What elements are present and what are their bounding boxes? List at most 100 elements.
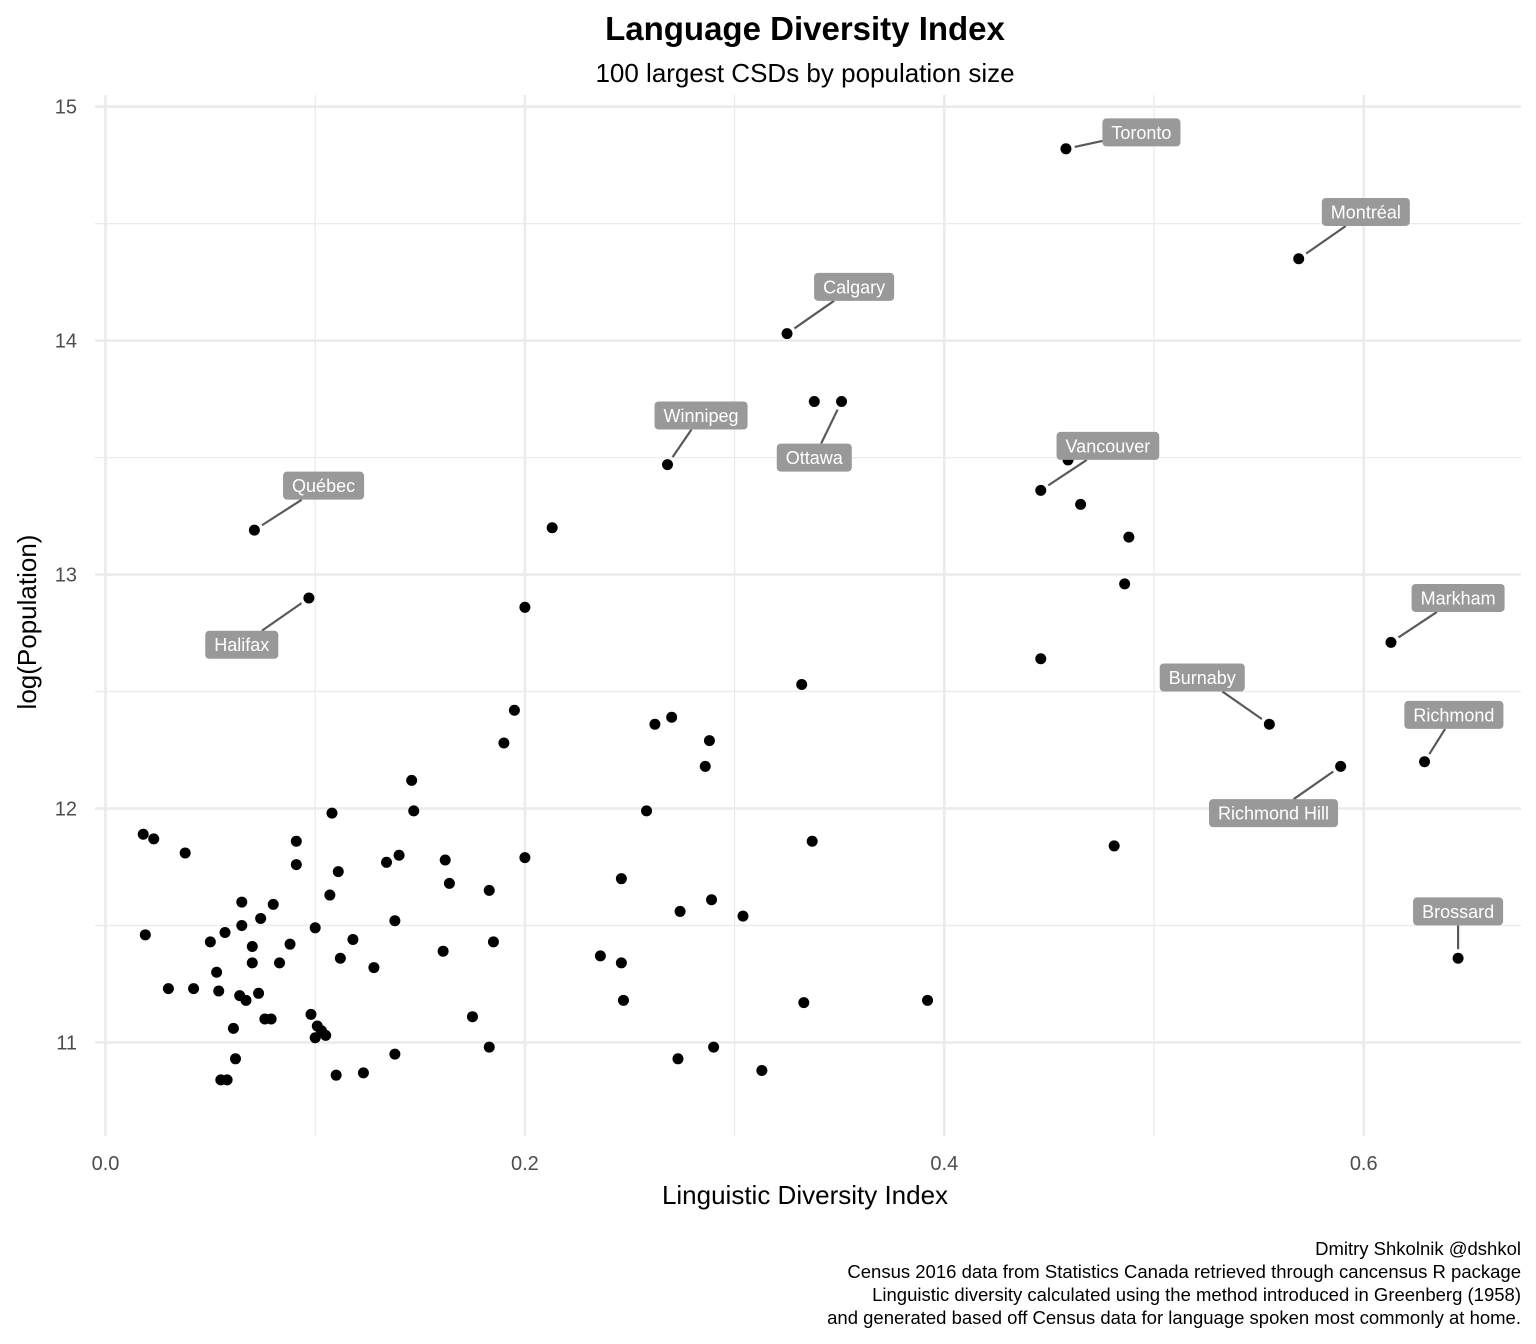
- label-leader-line: [793, 299, 835, 330]
- label-leader-line: [1428, 728, 1447, 755]
- data-point: [546, 522, 558, 534]
- point-label-text: Burnaby: [1169, 668, 1236, 688]
- point-label: Halifax: [205, 630, 279, 659]
- data-point: [615, 957, 627, 969]
- caption-line-3: Linguistic diversity calculated using th…: [872, 1284, 1521, 1305]
- data-point: [443, 877, 455, 889]
- data-point: [179, 847, 191, 859]
- data-point: [148, 833, 160, 845]
- label-leader-line: [261, 498, 303, 527]
- point-label: Vancouver: [1056, 431, 1160, 460]
- point-label-text: Richmond Hill: [1218, 804, 1329, 824]
- point-label-box: [814, 272, 895, 301]
- point-label: Winnipeg: [654, 401, 748, 430]
- data-point: [519, 852, 531, 864]
- data-point: [230, 1053, 242, 1065]
- data-point: [248, 524, 260, 536]
- data-point: [246, 941, 258, 953]
- point-label: Brossard: [1413, 897, 1504, 926]
- x-tick-label: 0.6: [1350, 1153, 1378, 1175]
- data-point: [274, 957, 286, 969]
- data-point: [139, 929, 151, 941]
- data-point: [519, 601, 531, 613]
- point-label: Markham: [1411, 583, 1505, 612]
- data-point: [836, 395, 848, 407]
- data-point: [922, 994, 934, 1006]
- data-point: [483, 884, 495, 896]
- data-point: [309, 922, 321, 934]
- point-label-text: Brossard: [1422, 902, 1494, 922]
- data-point: [211, 966, 223, 978]
- data-point: [380, 856, 392, 868]
- data-point: [699, 760, 711, 772]
- data-point: [796, 679, 808, 691]
- caption: Dmitry Shkolnik @dshkol Census 2016 data…: [827, 1238, 1521, 1328]
- point-label-box: [776, 443, 852, 472]
- point-label-box: [1159, 663, 1245, 692]
- data-point: [389, 1048, 401, 1060]
- data-point: [594, 950, 606, 962]
- point-label-box: [1056, 431, 1160, 460]
- data-point: [236, 896, 248, 908]
- data-point: [1335, 760, 1347, 772]
- point-label: Richmond Hill: [1209, 799, 1339, 828]
- data-point: [498, 737, 510, 749]
- data-point: [808, 395, 820, 407]
- point-label-text: Ottawa: [786, 448, 844, 468]
- data-point: [188, 983, 200, 995]
- point-label: Ottawa: [776, 443, 852, 472]
- label-leader-line: [1397, 611, 1438, 639]
- data-point: [213, 985, 225, 997]
- data-point: [290, 835, 302, 847]
- point-label-box: [1321, 197, 1410, 226]
- grid-lines: [95, 95, 1521, 1136]
- data-point: [666, 711, 678, 723]
- point-label-text: Richmond: [1413, 705, 1494, 725]
- label-leader-line: [261, 602, 303, 632]
- data-points: [137, 143, 1464, 1086]
- data-point: [1035, 484, 1047, 496]
- data-point: [284, 938, 296, 950]
- y-tick-label: 14: [55, 331, 77, 353]
- data-point: [240, 994, 252, 1006]
- point-labels: Toronto Montréal Calgary Winnipeg Ottawa Vanc…: [205, 118, 1505, 926]
- data-point: [1119, 578, 1131, 590]
- x-tick-label: 0.4: [930, 1153, 958, 1175]
- y-tick-label: 11: [56, 1032, 77, 1054]
- data-point: [305, 1008, 317, 1020]
- data-point: [324, 889, 336, 901]
- point-label-box: [205, 630, 279, 659]
- data-point: [737, 910, 749, 922]
- point-label-text: Montréal: [1331, 202, 1401, 222]
- data-point: [483, 1041, 495, 1053]
- chart-subtitle: 100 largest CSDs by population size: [595, 58, 1014, 88]
- point-label-text: Québec: [292, 476, 355, 496]
- data-point: [357, 1067, 369, 1079]
- data-point: [617, 994, 629, 1006]
- data-point: [162, 983, 174, 995]
- data-point: [674, 905, 686, 917]
- data-point: [641, 805, 653, 817]
- label-leader-line: [1305, 225, 1347, 255]
- label-leader-line: [671, 428, 693, 458]
- label-leader-lines: [261, 139, 1460, 950]
- label-leader-line: [820, 409, 839, 445]
- point-label: Québec: [283, 471, 365, 500]
- caption-line-1: Dmitry Shkolnik @dshkol: [1315, 1238, 1521, 1259]
- data-point: [347, 933, 359, 945]
- point-label: Montréal: [1321, 197, 1410, 226]
- data-point: [227, 1022, 239, 1034]
- label-leader-line: [1292, 770, 1334, 801]
- data-point: [661, 459, 673, 471]
- chart-title: Language Diversity Index: [605, 10, 1005, 47]
- data-point: [320, 1029, 332, 1041]
- data-point: [253, 987, 265, 999]
- y-tick-label: 13: [55, 565, 77, 587]
- caption-line-2: Census 2016 data from Statistics Canada …: [847, 1261, 1521, 1282]
- data-point: [1452, 952, 1464, 964]
- data-point: [267, 898, 279, 910]
- x-axis-title: Linguistic Diversity Index: [662, 1180, 948, 1210]
- y-axis-title: log(Population): [12, 535, 42, 710]
- data-point: [389, 915, 401, 927]
